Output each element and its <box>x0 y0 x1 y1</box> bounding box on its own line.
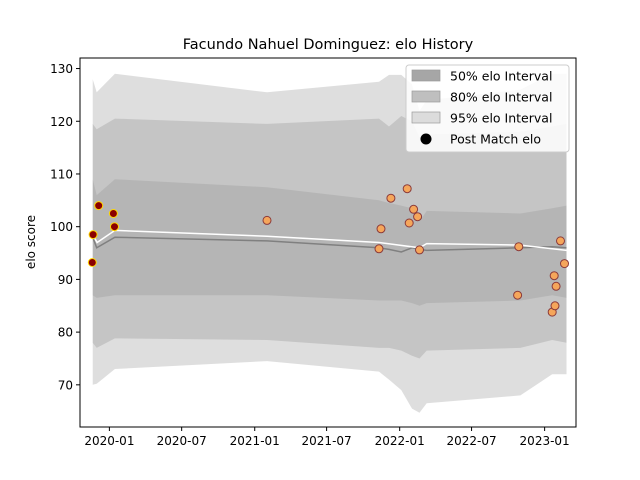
post-match-point <box>110 222 119 232</box>
post-match-point <box>262 215 272 225</box>
x-tick-label: 2023-01 <box>520 434 570 448</box>
y-axis: 70 80 90 100 110 120 130 <box>50 62 80 392</box>
post-match-point <box>386 193 396 203</box>
legend-label: 95% elo Interval <box>450 111 552 126</box>
legend-marker <box>420 133 432 145</box>
post-match-point <box>87 258 97 267</box>
post-match-point <box>402 184 412 194</box>
post-match-point <box>376 224 386 234</box>
y-tick-label: 130 <box>50 62 73 76</box>
y-tick-label: 90 <box>58 273 73 287</box>
legend-swatch <box>411 90 441 103</box>
post-match-point <box>551 281 561 291</box>
x-tick-label: 2021-07 <box>302 434 352 448</box>
post-match-point <box>108 209 118 218</box>
post-match-point <box>409 204 419 214</box>
y-axis-label: elo score <box>24 215 38 269</box>
post-match-point <box>374 244 384 254</box>
legend-label: 50% elo Interval <box>450 69 552 84</box>
post-match-point <box>549 271 559 281</box>
post-match-point <box>88 230 98 240</box>
post-match-point <box>513 290 523 300</box>
band-95-interval <box>92 73 567 413</box>
y-tick-label: 100 <box>50 220 73 234</box>
legend-swatch <box>411 69 441 82</box>
legend-swatch <box>411 111 441 124</box>
post-match-point <box>94 201 104 211</box>
plot-area <box>87 73 569 413</box>
legend-frame <box>405 64 570 153</box>
post-match-point <box>413 212 423 222</box>
expected-elo-line <box>92 229 567 252</box>
band-50-interval <box>92 179 567 306</box>
legend: 50% elo Interval 80% elo Interval 95% elo … <box>405 64 570 153</box>
post-match-point <box>550 301 560 311</box>
legend-label: Post Match elo <box>450 132 541 147</box>
x-tick-label: 2022-01 <box>375 434 425 448</box>
post-match-point <box>404 218 414 228</box>
chart-title: Facundo Nahuel Dominguez: elo History <box>183 37 474 53</box>
post-match-point <box>415 245 424 255</box>
x-tick-label: 2020-01 <box>84 434 134 448</box>
x-tick-label: 2020-07 <box>157 434 207 448</box>
y-tick-label: 70 <box>58 378 73 392</box>
post-match-point <box>560 259 569 269</box>
legend-label: 80% elo Interval <box>450 90 552 105</box>
x-axis: 2020-01 2020-07 2021-01 2021-07 2022-01 2022-… <box>84 427 570 448</box>
x-tick-label: 2021-01 <box>230 434 280 448</box>
y-tick-label: 120 <box>50 115 73 129</box>
plot-frame <box>79 57 577 428</box>
post-match-point <box>514 242 524 252</box>
y-tick-label: 80 <box>58 326 73 340</box>
band-80-interval <box>92 116 567 359</box>
y-tick-label: 110 <box>50 167 73 181</box>
x-tick-label: 2022-07 <box>446 434 496 448</box>
post-match-point <box>556 236 565 246</box>
